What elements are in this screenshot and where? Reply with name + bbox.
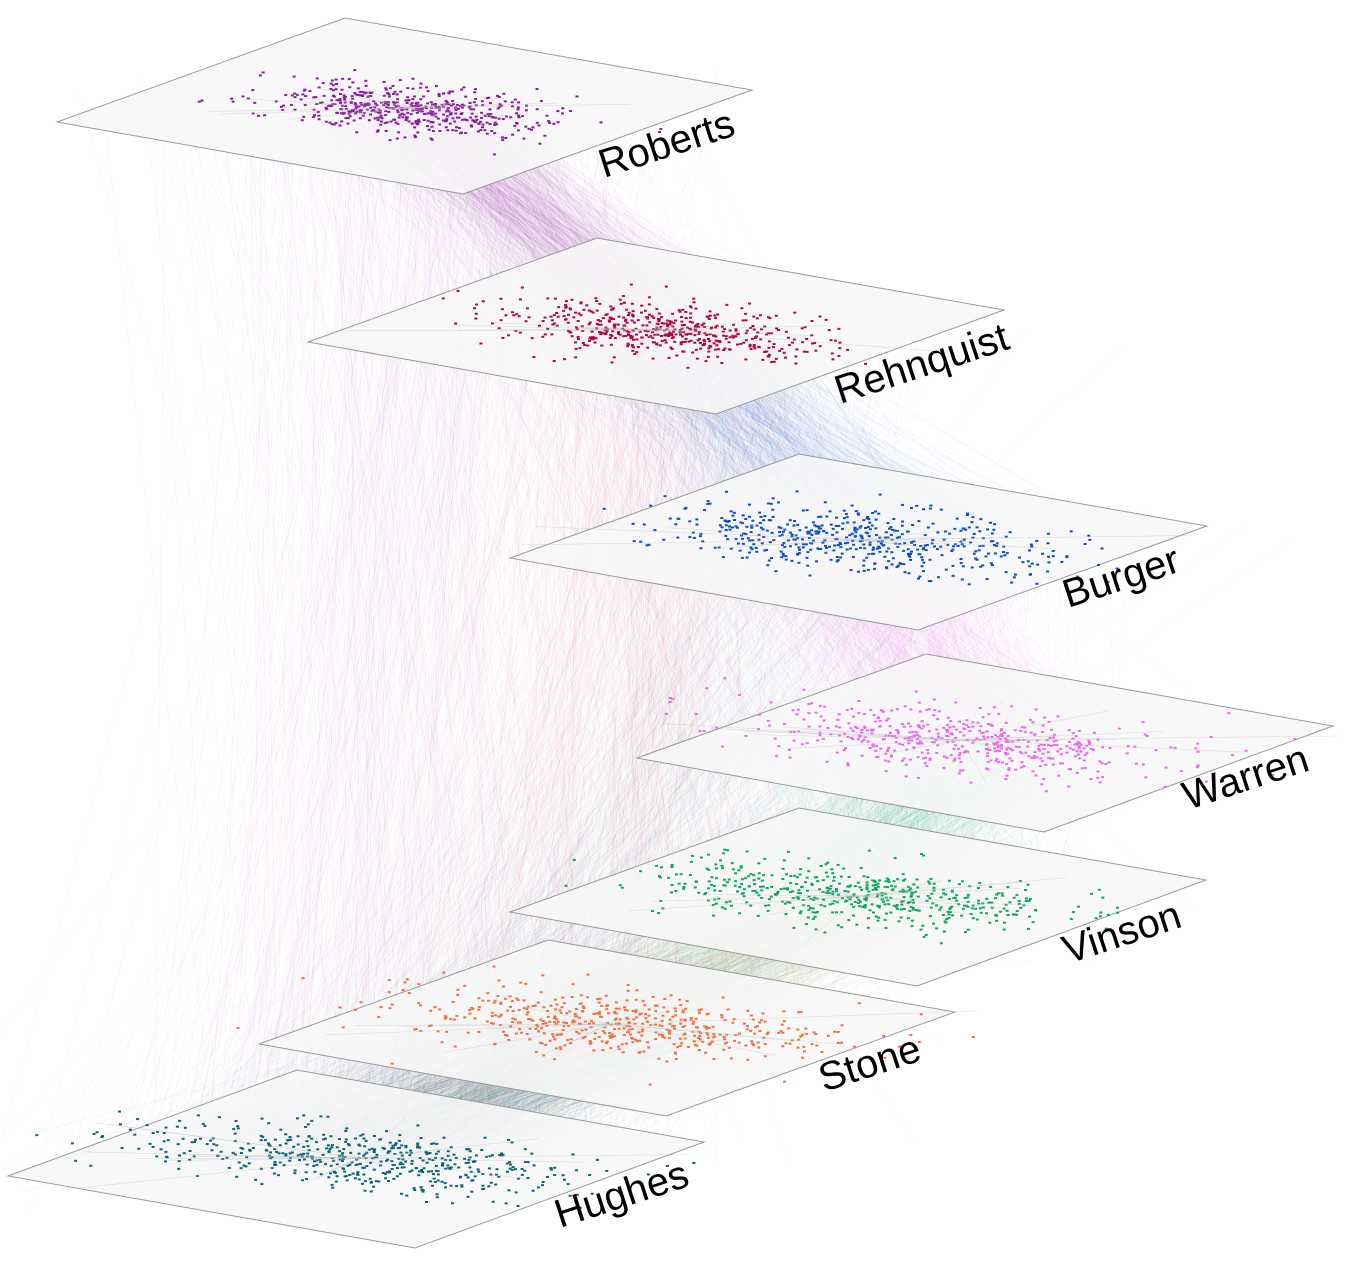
node-cluster — [236, 965, 977, 1086]
node-cluster — [521, 490, 1191, 586]
layer-plane — [508, 453, 1209, 631]
layer-plane — [55, 17, 754, 195]
node-cluster — [564, 848, 1120, 946]
layer-plane — [306, 237, 1006, 415]
node-cluster — [197, 69, 663, 156]
layer-plane — [635, 653, 1335, 833]
node-cluster — [338, 283, 956, 369]
layer-roberts: Roberts — [55, 17, 754, 195]
layer-planes: HughesStoneVinsonWarrenBurgerRehnquistRo… — [6, 17, 1337, 1249]
node-cluster — [35, 1110, 696, 1209]
layer-vinson: Vinson — [508, 807, 1208, 987]
layer-plane — [257, 939, 957, 1117]
node-cluster — [663, 677, 1337, 795]
